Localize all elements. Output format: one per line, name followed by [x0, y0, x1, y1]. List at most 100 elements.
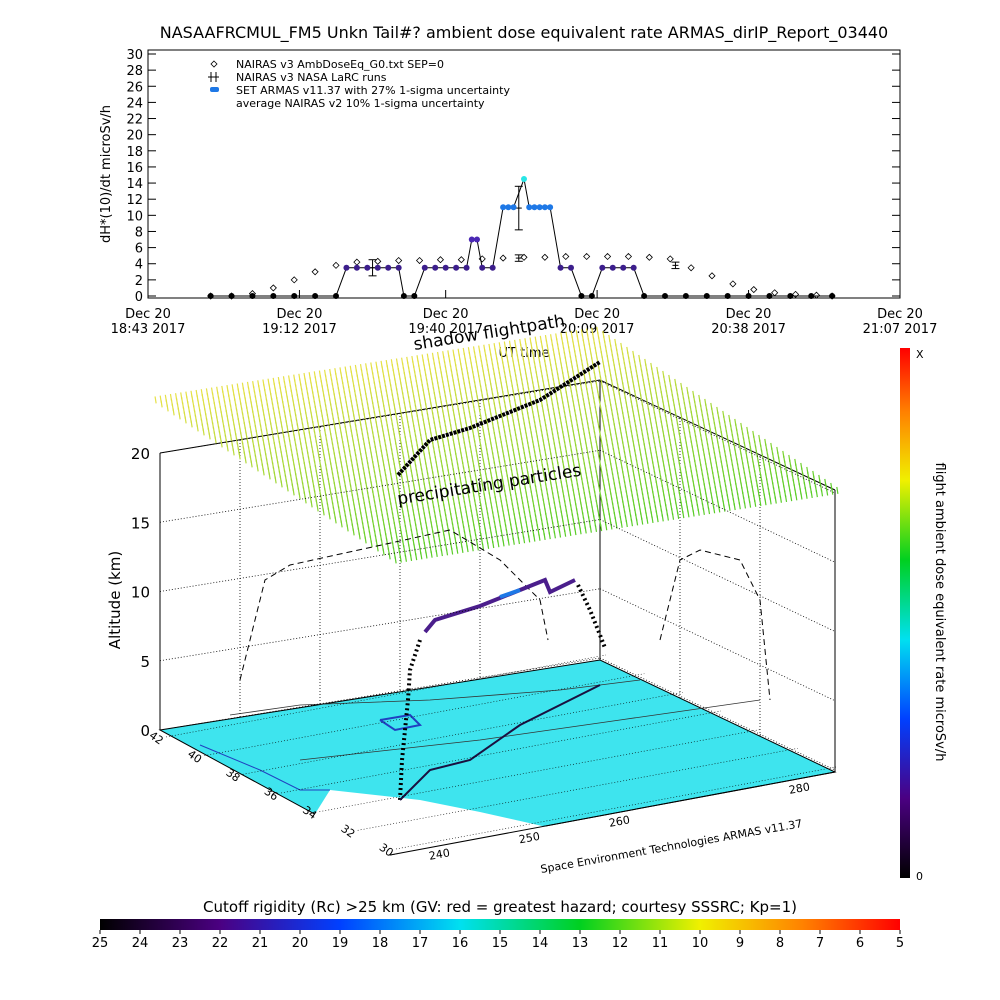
legend-label: NAIRAS v3 NASA LaRC runs — [236, 71, 387, 84]
armas-point — [270, 293, 277, 299]
colorbar-tick-label: 15 — [492, 936, 509, 951]
diamond-marker — [687, 264, 695, 272]
armas-point — [228, 293, 235, 299]
grid-line — [242, 692, 683, 775]
grid-line — [599, 380, 836, 494]
ocean — [300, 790, 560, 855]
particle-stripe — [256, 394, 703, 472]
y-tick-label: 8 — [135, 225, 143, 240]
y-tick-label: 20 — [126, 129, 143, 144]
error-bar — [514, 254, 523, 262]
armas-point — [374, 264, 381, 271]
particle-stripe — [184, 346, 631, 424]
grid-line — [599, 657, 836, 771]
series — [207, 176, 836, 299]
armas-point — [395, 264, 402, 271]
legend-symbol — [210, 87, 219, 92]
armas-point — [766, 293, 773, 299]
series — [207, 252, 836, 300]
particle-stripe — [370, 470, 817, 548]
colorbar-tick-label: 13 — [572, 936, 589, 951]
particle-stripe — [172, 338, 619, 416]
particle-stripe — [160, 330, 607, 408]
scene-3d: shadow flightpath precipitating particle… — [106, 311, 841, 876]
x-tick-label: Dec 20 19:12 2017 — [262, 307, 337, 337]
particle-stripe — [352, 458, 799, 536]
armas-point — [568, 264, 574, 271]
colorbar-top-label: X — [916, 348, 924, 361]
grid-line — [280, 710, 722, 794]
armas-point — [505, 204, 512, 211]
colorbar-tick-label: 9 — [736, 936, 744, 951]
grid-line — [159, 657, 601, 731]
armas-point — [353, 264, 360, 271]
colorbar-tick-label: 25 — [92, 936, 109, 951]
y-tick-label: 10 — [126, 209, 143, 224]
particle-stripe — [268, 402, 715, 480]
series — [368, 185, 680, 277]
flight-path — [499, 588, 521, 599]
y-tick-label: 22 — [126, 113, 143, 128]
armas-point — [745, 293, 752, 299]
armas-point — [489, 264, 496, 271]
particle-stripe — [286, 414, 733, 492]
armas-point — [333, 293, 339, 299]
particle-stripe — [166, 334, 613, 412]
grid-line — [159, 449, 601, 523]
axis-edge — [599, 379, 836, 491]
lon-tick-label: 250 — [518, 830, 541, 846]
diamond-marker — [812, 291, 821, 299]
z-tick-label: 20 — [131, 445, 150, 463]
diamond-marker — [562, 252, 570, 261]
grid-line — [599, 588, 836, 702]
grid-line — [599, 449, 836, 563]
armas-point — [620, 264, 627, 271]
grid-line — [204, 673, 645, 756]
diamond-marker — [457, 256, 465, 264]
particle-stripe — [376, 474, 823, 552]
y-tick-label: 6 — [135, 242, 143, 257]
x-tick-label: Dec 20 21:07 2017 — [863, 307, 938, 337]
colorbar-tick-label: 22 — [212, 936, 229, 951]
z-tick-label: 15 — [131, 514, 150, 532]
armas-point — [463, 264, 470, 271]
particle-stripe — [298, 422, 745, 500]
diamond-marker — [645, 253, 653, 261]
grid-line — [357, 748, 798, 831]
armas-point — [541, 204, 548, 211]
armas-point — [442, 264, 449, 271]
diamond-marker — [624, 252, 633, 261]
diamond-marker — [353, 258, 361, 266]
particle-stripe — [190, 350, 637, 428]
armas-point — [578, 293, 585, 299]
grid-line — [159, 380, 601, 454]
z-axis-label: Altitude (km) — [106, 551, 124, 649]
diamond-marker — [395, 256, 403, 265]
colorbar-label: flight ambient dose equivalent rate micr… — [932, 463, 947, 762]
particle-stripe — [214, 366, 661, 444]
diamond-marker — [269, 284, 277, 292]
particle-stripe — [328, 442, 775, 520]
armas-point — [787, 293, 794, 299]
z-tick-label: 10 — [131, 584, 150, 602]
particle-stripe — [340, 450, 787, 528]
particle-stripe — [178, 342, 625, 420]
y-tick-label: 14 — [126, 177, 143, 192]
axis-edge — [389, 771, 836, 856]
colorbar-label: Cutoff rigidity (Rc) >25 km (GV: red = g… — [203, 898, 797, 916]
colorbar-tick-label: 14 — [532, 936, 549, 951]
armas-point — [400, 293, 407, 299]
error-bar — [671, 261, 680, 270]
flight-path — [423, 577, 576, 634]
armas-point — [724, 293, 731, 299]
particle-stripe — [196, 354, 643, 432]
armas-point — [474, 236, 480, 243]
diamond-marker — [791, 290, 800, 298]
lon-tick-label: 280 — [788, 780, 811, 796]
legend-label: NAIRAS v3 AmbDoseEq_G0.txt SEP=0 — [236, 58, 444, 71]
diamond-marker — [311, 268, 319, 276]
grid-line — [395, 766, 837, 850]
y-tick-label: 26 — [126, 80, 143, 95]
diamond-marker — [374, 257, 382, 265]
